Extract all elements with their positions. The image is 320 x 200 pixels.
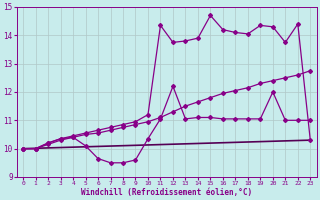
X-axis label: Windchill (Refroidissement éolien,°C): Windchill (Refroidissement éolien,°C) bbox=[81, 188, 252, 197]
